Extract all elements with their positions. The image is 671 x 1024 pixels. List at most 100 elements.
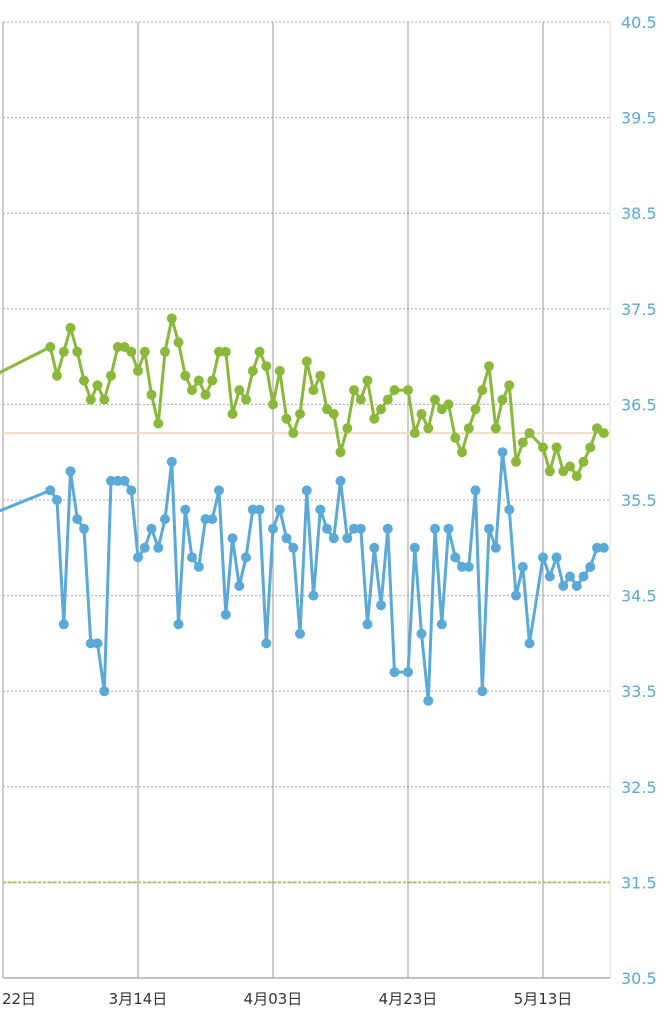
data-point	[92, 638, 103, 649]
data-point	[234, 581, 245, 591]
data-point	[301, 356, 312, 367]
data-point	[565, 461, 575, 472]
data-point	[268, 523, 278, 534]
data-point	[538, 442, 548, 453]
data-point	[65, 466, 76, 477]
data-point	[180, 370, 191, 381]
data-point	[241, 552, 251, 563]
data-point	[544, 571, 555, 582]
data-point	[497, 394, 508, 405]
data-point	[288, 542, 299, 553]
data-point	[389, 385, 400, 396]
data-point	[335, 447, 346, 458]
data-point	[234, 385, 245, 396]
data-point	[551, 442, 562, 453]
data-point	[315, 370, 326, 381]
data-point	[153, 418, 164, 429]
data-point	[52, 495, 62, 505]
data-point	[598, 542, 609, 553]
data-point	[484, 523, 494, 534]
data-point	[45, 485, 56, 496]
data-point	[328, 409, 339, 419]
data-point	[598, 428, 609, 439]
data-point	[328, 533, 339, 544]
data-point	[490, 423, 501, 434]
data-point	[119, 475, 130, 486]
vertical-gridlines	[2, 22, 544, 978]
y-tick-label: 37.5	[621, 300, 657, 319]
data-point	[79, 523, 89, 534]
data-point	[511, 590, 521, 601]
data-point	[274, 504, 285, 515]
y-tick-label: 36.5	[621, 395, 657, 414]
data-point	[335, 475, 346, 486]
data-point	[571, 581, 582, 591]
data-point	[261, 361, 272, 372]
data-point	[416, 628, 427, 639]
data-point	[187, 385, 197, 396]
data-point	[72, 514, 83, 525]
data-point	[504, 504, 515, 515]
x-tick-label: 4月03日	[244, 990, 303, 1008]
data-point	[301, 485, 312, 496]
data-point	[443, 399, 454, 410]
data-point	[193, 375, 204, 386]
data-point	[153, 542, 164, 553]
data-point	[214, 485, 224, 496]
data-point	[416, 409, 427, 419]
y-tick-label: 32.5	[621, 778, 657, 797]
data-point	[430, 394, 440, 405]
data-point	[146, 523, 157, 534]
data-point	[517, 561, 528, 572]
data-point	[254, 504, 265, 515]
data-point	[376, 404, 386, 415]
data-point	[207, 375, 218, 386]
data-point	[382, 394, 393, 405]
series-1	[0, 447, 609, 706]
data-point	[133, 552, 143, 563]
data-point	[58, 346, 69, 357]
data-point	[126, 485, 137, 496]
data-point	[322, 523, 332, 534]
data-point	[315, 504, 326, 515]
data-point	[578, 571, 589, 582]
data-point	[450, 432, 461, 443]
data-point	[227, 409, 238, 419]
data-point	[308, 590, 319, 601]
data-point	[99, 394, 110, 405]
data-point	[490, 542, 501, 553]
data-point	[457, 447, 467, 458]
data-point	[369, 542, 380, 553]
data-point	[133, 365, 143, 376]
data-point	[389, 667, 400, 678]
series-0	[0, 313, 609, 482]
data-point	[342, 533, 353, 544]
data-point	[477, 385, 488, 396]
data-point	[220, 346, 231, 357]
data-point	[261, 638, 272, 649]
data-point	[578, 456, 589, 467]
data-point	[544, 466, 555, 477]
y-tick-label: 39.5	[621, 109, 657, 128]
data-point	[450, 552, 461, 563]
x-axis-tick-labels: 22日 3月14日 4月03日 4月23日 5月13日	[2, 990, 572, 1008]
data-point	[58, 619, 69, 630]
data-point	[355, 523, 366, 534]
data-point	[362, 375, 373, 386]
reference-lines	[3, 432, 610, 884]
data-point	[207, 514, 218, 525]
data-point	[166, 456, 177, 467]
data-point	[85, 394, 96, 405]
series-line	[0, 450, 604, 703]
data-point	[443, 523, 454, 534]
data-point	[308, 385, 319, 396]
data-point	[274, 365, 285, 376]
data-point	[99, 686, 110, 697]
data-point	[227, 533, 238, 544]
data-point	[463, 561, 474, 572]
y-tick-label: 34.5	[621, 587, 657, 606]
data-point	[585, 442, 596, 453]
data-point	[173, 337, 184, 348]
data-point	[295, 628, 305, 639]
